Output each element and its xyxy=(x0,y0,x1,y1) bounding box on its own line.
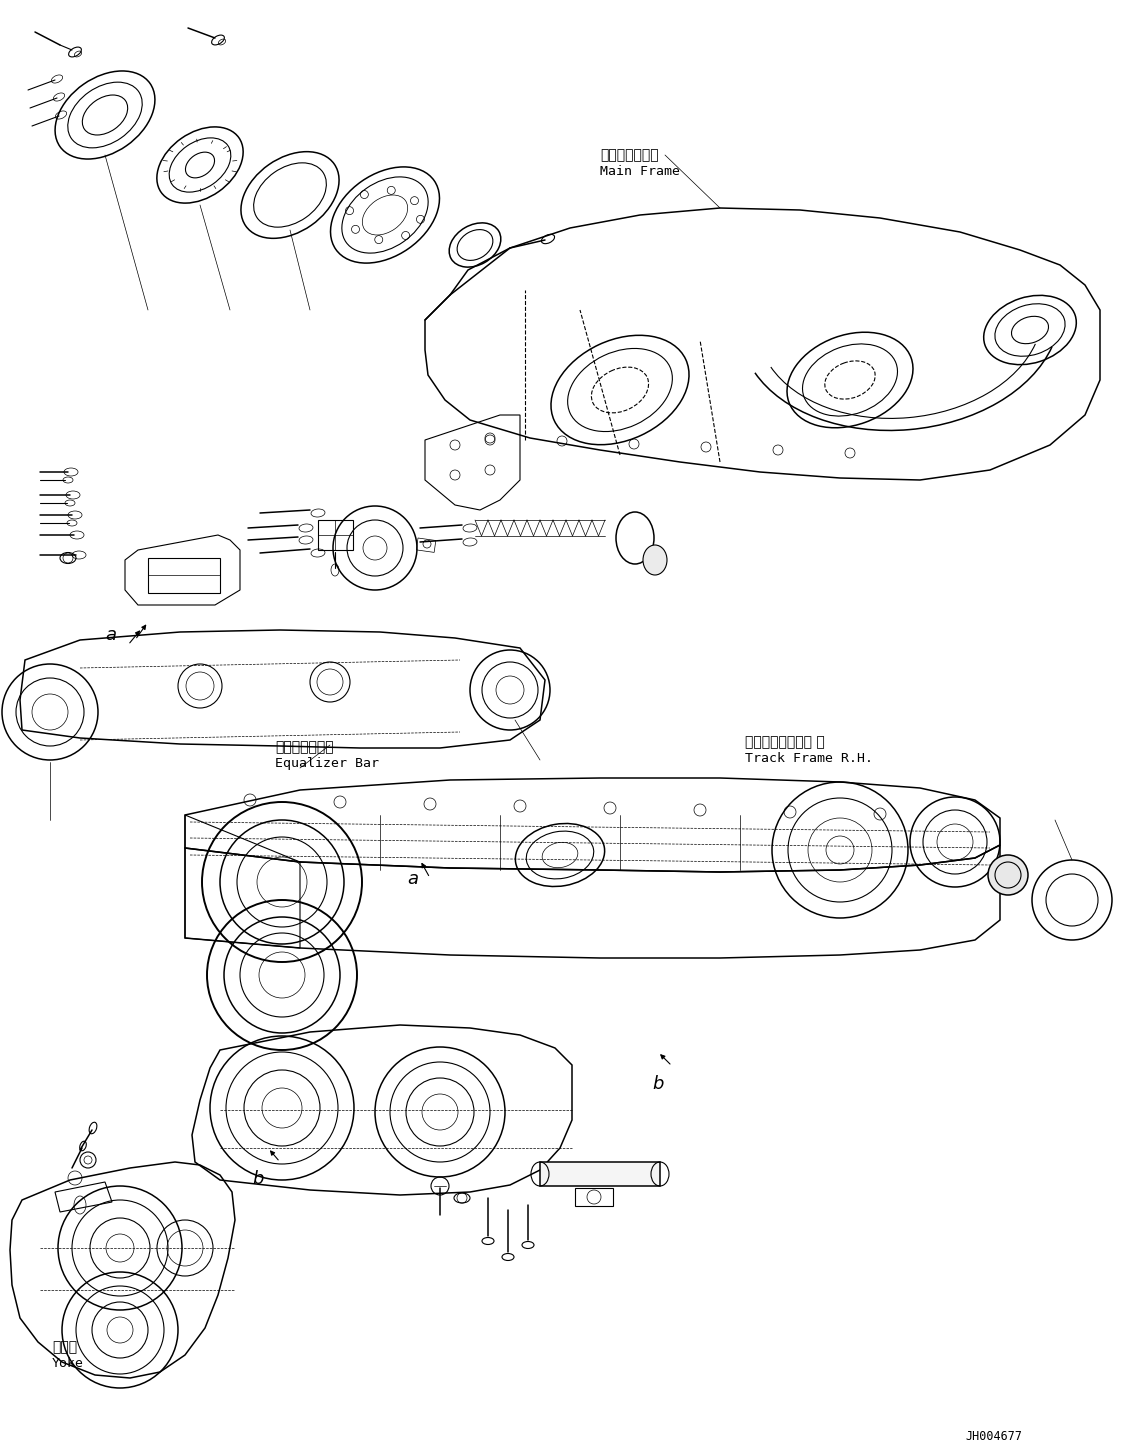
Ellipse shape xyxy=(644,545,667,575)
Bar xyxy=(417,539,436,552)
Text: b: b xyxy=(252,1171,263,1188)
Bar xyxy=(575,1188,613,1206)
Circle shape xyxy=(987,855,1028,895)
Text: トラックフレーム 右: トラックフレーム 右 xyxy=(745,735,825,748)
Bar xyxy=(540,1162,659,1187)
Bar xyxy=(148,558,220,593)
Text: ヨーク: ヨーク xyxy=(52,1340,77,1354)
Text: Yoke: Yoke xyxy=(52,1357,84,1370)
Text: Main Frame: Main Frame xyxy=(600,165,680,178)
Text: b: b xyxy=(653,1075,664,1093)
Bar xyxy=(318,520,353,550)
Text: メインフレーム: メインフレーム xyxy=(600,149,658,162)
Text: イコライザバー: イコライザバー xyxy=(275,740,334,754)
Text: Track Frame R.H.: Track Frame R.H. xyxy=(745,751,873,764)
Text: a: a xyxy=(106,626,117,644)
Text: JH004677: JH004677 xyxy=(965,1430,1022,1443)
Text: Equalizer Bar: Equalizer Bar xyxy=(275,757,379,770)
Text: a: a xyxy=(407,871,419,888)
